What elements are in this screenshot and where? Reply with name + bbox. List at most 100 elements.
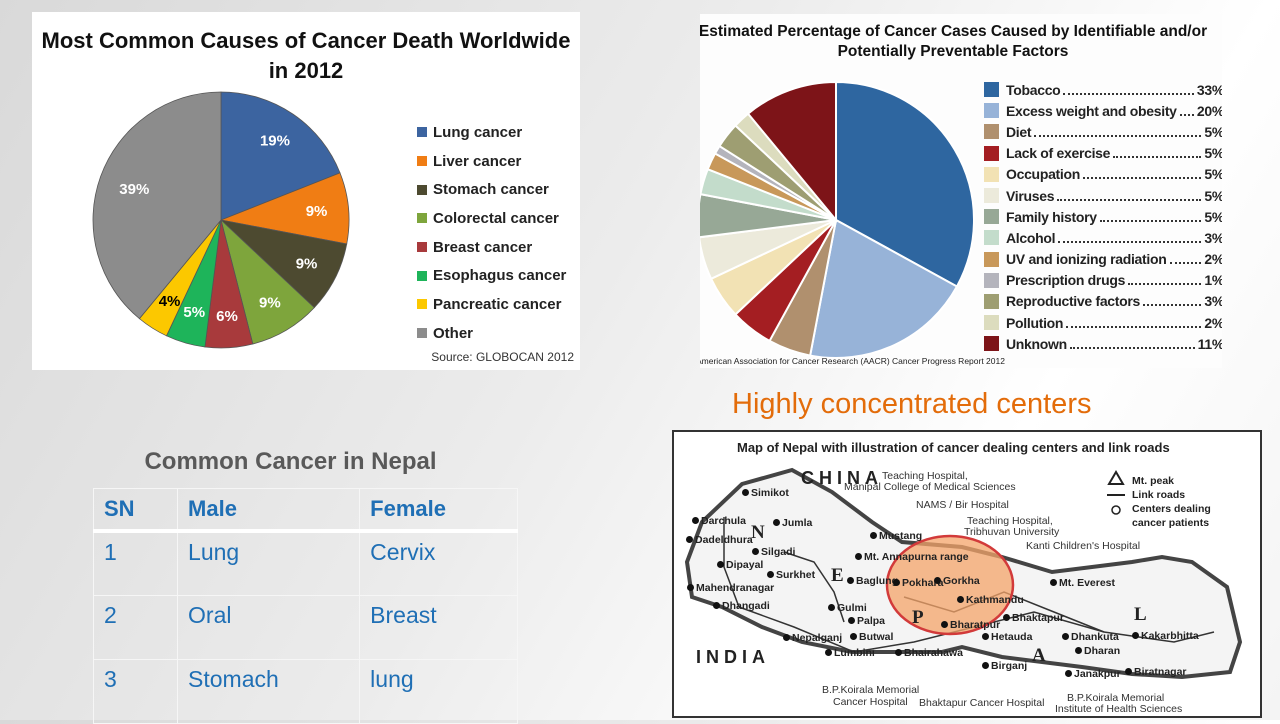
cell-sn: 2 (92, 594, 179, 660)
map-label-nepalganj: Nepalganj (792, 632, 843, 644)
map-callout-bhaktapur-cancer-hospital: Bhaktapur Cancer Hospital (919, 697, 1045, 709)
city-dot-icon (848, 617, 855, 624)
map-label-kathmandu: Kathmandu (966, 594, 1024, 606)
legend-item-viruses: Viruses 5% (984, 185, 1222, 206)
city-dot-icon (895, 649, 902, 656)
city-dot-icon (687, 584, 694, 591)
section-heading: Highly concentrated centers (732, 388, 1092, 420)
chart-source: American Association for Cancer Research… (700, 356, 1005, 366)
legend-label: Family history (1006, 208, 1097, 225)
map-label-n: N (751, 522, 765, 543)
table-row: 2 Oral Breast (92, 594, 518, 660)
legend-swatch (984, 124, 999, 140)
city-dot-icon (1003, 614, 1010, 621)
city-dot-icon (783, 634, 790, 641)
header-female: Female (359, 488, 518, 533)
legend-label: Other (433, 324, 474, 342)
legend-item-unknown: Unknown 11% (984, 333, 1222, 354)
table-header-row: SN Male Female (92, 488, 518, 533)
data-label-esophagus-cancer: 5% (183, 304, 205, 321)
legend-label: Alcohol (1006, 229, 1056, 246)
dot-leader (1169, 254, 1202, 265)
legend-link-roads: Link roads (1132, 489, 1186, 501)
legend-value: 5% (1204, 208, 1222, 225)
map-label-baglung: Baglung (856, 575, 898, 587)
legend-swatch (417, 242, 427, 253)
legend-label: Viruses (1006, 187, 1055, 204)
city-dot-icon (773, 519, 780, 526)
map-callout-kanti-children-s-hospital: Kanti Children's Hospital (1026, 540, 1141, 552)
map-label-dadeldhura: Dadeldhura (695, 534, 753, 546)
cell-sn: 3 (92, 658, 179, 724)
map-label-mt-annapurna-range: Mt. Annapurna range (864, 551, 969, 563)
legend-value: 33% (1196, 81, 1222, 98)
legend-value: 3% (1204, 229, 1222, 246)
dot-leader (1066, 318, 1202, 328)
dot-leader (1069, 339, 1195, 349)
legend-label: Esophagus cancer (433, 267, 567, 285)
common-cancer-table: SN Male Female 1 Lung Cervix 2 Oral Brea… (92, 488, 518, 724)
map-label-lumbini: Lumbini (834, 647, 875, 659)
map-label-dipayal: Dipayal (726, 559, 764, 571)
map-label-gulmi: Gulmi (837, 602, 867, 614)
dot-leader (1034, 127, 1202, 137)
table-row: 1 Lung Cervix (92, 530, 518, 596)
legend-item-diet: Diet 5% (984, 121, 1222, 142)
cell-male: Lung (177, 530, 361, 596)
chart-title: Estimated Percentage of Cancer Cases Cau… (700, 23, 1208, 60)
legend-item-stomach-cancer: Stomach cancer (417, 175, 566, 204)
pie-svg: 19% 9% 9% 9% 6% 5%4% 39% (92, 91, 350, 349)
dot-leader (1128, 275, 1202, 286)
map-title: Map of Nepal with illustration of cancer… (737, 440, 1170, 455)
map-label-p: P (912, 607, 924, 628)
dot-leader (1099, 212, 1202, 222)
legend-value: 11% (1197, 335, 1222, 352)
legend-value: 3% (1204, 293, 1222, 310)
mt-peak-icon (1107, 470, 1125, 485)
map-label-mustang: Mustang (879, 530, 923, 542)
legend-label: Unknown (1006, 335, 1067, 352)
legend-label: Pancreatic cancer (433, 295, 562, 313)
map-label-pokhara: Pokhara (902, 577, 944, 589)
center-icon (1111, 505, 1121, 515)
legend-centers: Centers dealing (1132, 503, 1211, 515)
map-label-e: E (831, 565, 844, 586)
legend-swatch (984, 272, 999, 288)
city-dot-icon (717, 561, 724, 568)
cancer-death-pie-chart: Most Common Causes of Cancer Death World… (32, 12, 580, 370)
legend-label: Pollution (1006, 314, 1064, 331)
legend-label: Colorectal cancer (433, 209, 559, 227)
dot-leader (1179, 106, 1194, 116)
map-label-jumla: Jumla (782, 517, 813, 529)
legend-swatch (417, 328, 427, 339)
legend-label: Diet (1006, 123, 1032, 140)
map-label-gorkha: Gorkha (943, 575, 980, 587)
map-callout-institute-of-health-sciences: Institute of Health Sciences (1055, 703, 1183, 715)
legend-value: 5% (1204, 187, 1222, 204)
legend-label: Stomach cancer (433, 181, 549, 199)
city-dot-icon (692, 517, 699, 524)
data-label-breast-cancer: 6% (216, 308, 238, 325)
map-label-mahendranagar: Mahendranagar (696, 582, 775, 594)
map-label-bhairahawa: Bhairahawa (904, 647, 963, 659)
legend-item-excess-weight-and-obesity: Excess weight and obesity 20% (984, 100, 1222, 121)
cell-sn: 1 (92, 530, 179, 596)
map-label-surkhet: Surkhet (776, 569, 816, 581)
legend: Tobacco 33% Excess weight and obesity 20% Di… (984, 79, 1222, 354)
pie-svg (700, 80, 975, 359)
map-label-kakarbhitta: Kakarbhitta (1141, 630, 1199, 642)
dot-leader (1058, 233, 1202, 243)
legend-label: Prescription drugs (1006, 272, 1126, 289)
map-label-bharatpur: Bharatpur (950, 619, 1001, 631)
legend-value: 2% (1204, 314, 1222, 331)
link-road (723, 517, 1215, 653)
city-dot-icon (1050, 579, 1057, 586)
chart-title: Most Common Causes of Cancer Death World… (41, 28, 571, 83)
chart-source: Source: GLOBOCAN 2012 (431, 350, 574, 364)
legend-item-occupation: Occupation 5% (984, 164, 1222, 185)
map-callout-teaching-hospital: Teaching Hospital, (882, 470, 968, 482)
map-label-butwal: Butwal (859, 631, 894, 643)
city-dot-icon (828, 604, 835, 611)
legend-swatch (417, 184, 427, 195)
legend-label: Reproductive factors (1006, 293, 1141, 310)
